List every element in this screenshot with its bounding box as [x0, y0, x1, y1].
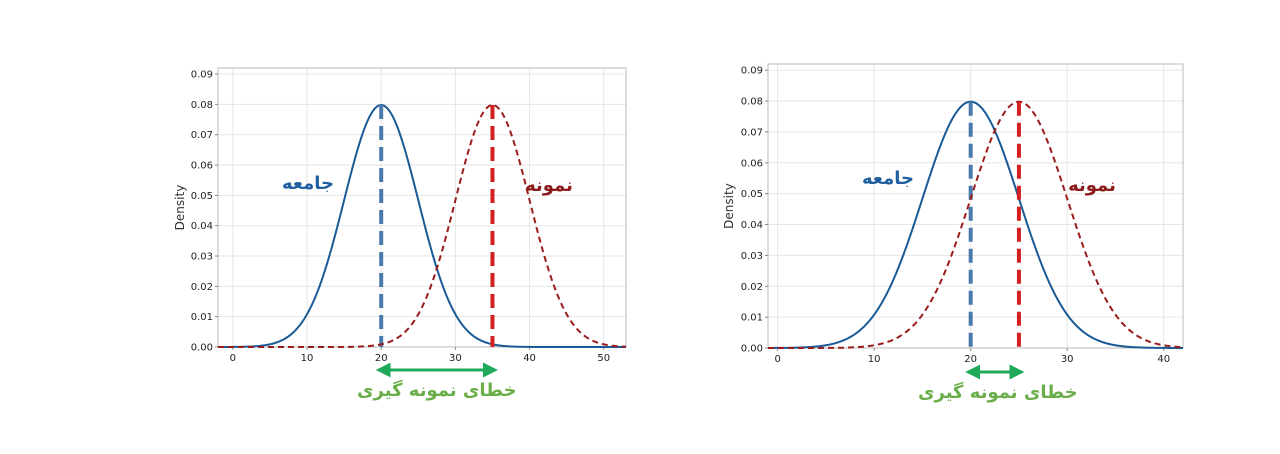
y-tick-label: 0.01 — [191, 312, 213, 323]
x-tick-label: 0 — [774, 354, 780, 365]
x-tick-label: 30 — [1061, 354, 1074, 365]
chart-2: 0.00 0.01 0.02 0.03 0.04 0.05 0.06 0.07 0.08 0.09… — [722, 63, 1184, 403]
y-tick-label: 0.00 — [191, 343, 213, 354]
sample-curve — [218, 104, 627, 348]
x-tick-label: 20 — [375, 353, 388, 364]
x-tick-label: 0 — [230, 353, 236, 364]
y-tick-label: 0.06 — [191, 161, 213, 172]
x-tick-label: 50 — [597, 353, 610, 364]
x-tick-label: 10 — [301, 353, 314, 364]
chart-1: 0.00 0.01 0.02 0.03 0.04 0.05 0.06 0.07 0.08 0.09… — [173, 67, 627, 401]
x-tick-label: 40 — [1157, 354, 1170, 365]
population-curve — [768, 100, 1183, 349]
y-tick-label: 0.09 — [741, 66, 763, 77]
y-tick-label: 0.04 — [741, 220, 763, 231]
y-tick-label: 0.08 — [741, 97, 763, 108]
y-tick-label: 0.03 — [741, 251, 763, 262]
y-tick-label: 0.02 — [191, 282, 213, 293]
population-label: جامعه — [282, 173, 334, 194]
y-tick-label: 0.03 — [191, 252, 213, 263]
x-tick-label: 40 — [523, 353, 536, 364]
population-curve — [218, 104, 626, 348]
y-tick-label: 0.07 — [741, 127, 763, 138]
sample-label: نمونه — [1068, 175, 1116, 196]
sampling-error-label: خطای نمونه گیری — [357, 379, 517, 401]
y-tick-label: 0.02 — [741, 282, 763, 293]
y-tick-label: 0.04 — [191, 221, 213, 232]
y-tick-label: 0.00 — [741, 344, 763, 355]
y-tick-label: 0.05 — [191, 191, 213, 202]
y-tick-label: 0.05 — [741, 189, 763, 200]
y-tick-label: 0.01 — [741, 313, 763, 324]
y-tick-label: 0.06 — [741, 158, 763, 169]
y-tick-label: 0.09 — [191, 70, 213, 81]
y-axis-label: Density — [722, 183, 736, 229]
y-tick-label: 0.07 — [191, 130, 213, 141]
population-label: جامعه — [862, 168, 914, 189]
x-tick-label: 20 — [964, 354, 977, 365]
x-tick-label: 30 — [449, 353, 462, 364]
y-axis-label: Density — [173, 185, 187, 231]
x-tick-label: 10 — [868, 354, 881, 365]
sample-label: نمونه — [525, 175, 573, 196]
plot-frame — [217, 67, 627, 348]
plot-frame — [767, 63, 1184, 349]
y-tick-label: 0.08 — [191, 100, 213, 111]
sampling-error-label: خطای نمونه گیری — [918, 381, 1078, 403]
